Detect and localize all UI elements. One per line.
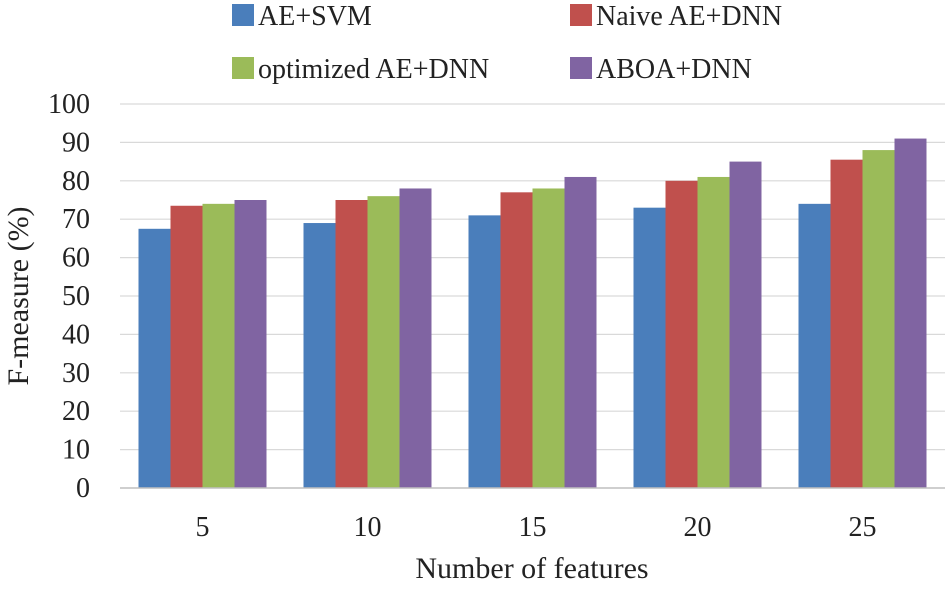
x-tick-label-25: 25	[849, 512, 877, 543]
bar-aboa-dnn-15	[564, 176, 597, 488]
legend-label-ae-svm: AE+SVM	[258, 1, 372, 32]
bar-aboa-dnn-20	[729, 161, 762, 488]
legend: AE+SVM Naive AE+DNN optimized AE+DNN ABOA+D…	[232, 1, 782, 85]
bar-naive-ae-dnn-5	[170, 205, 203, 488]
y-tick-label-30: 30	[62, 358, 90, 389]
bar-naive-ae-dnn-10	[335, 200, 368, 488]
y-tick-label-70: 70	[62, 204, 90, 235]
bar-naive-ae-dnn-15	[500, 192, 533, 488]
bar-ae-svm-10	[303, 223, 336, 489]
y-tick-label-60: 60	[62, 243, 90, 274]
x-tick-label-15: 15	[519, 512, 547, 543]
bar-aboa-dnn-5	[234, 200, 267, 488]
bar-naive-ae-dnn-25	[830, 159, 863, 488]
y-tick-label-50: 50	[62, 281, 90, 312]
bar-aboa-dnn-25	[894, 138, 927, 488]
bar-optimized-ae-dnn-20	[697, 176, 730, 488]
bar-naive-ae-dnn-20	[665, 180, 698, 489]
legend-label-optimized-ae-dnn: optimized AE+DNN	[258, 54, 489, 85]
bars	[138, 138, 927, 489]
y-tick-label-40: 40	[62, 319, 90, 350]
y-tick-label-80: 80	[62, 166, 90, 197]
bar-ae-svm-20	[633, 207, 666, 488]
legend-swatch-naive-ae-dnn	[570, 4, 592, 26]
bar-optimized-ae-dnn-15	[532, 188, 565, 489]
bar-ae-svm-5	[138, 228, 171, 489]
x-axis-title: Number of features	[415, 552, 648, 585]
y-axis-title: F-measure (%)	[2, 206, 35, 385]
legend-label-naive-ae-dnn: Naive AE+DNN	[596, 1, 782, 32]
bar-optimized-ae-dnn-25	[862, 150, 895, 488]
bar-aboa-dnn-10	[399, 188, 432, 489]
bar-optimized-ae-dnn-10	[367, 196, 400, 488]
legend-swatch-optimized-ae-dnn	[232, 57, 254, 79]
y-tick-label-10: 10	[62, 435, 90, 466]
legend-swatch-aboa-dnn	[570, 57, 592, 79]
y-tick-label-90: 90	[62, 127, 90, 158]
y-tick-label-0: 0	[76, 473, 90, 504]
y-tick-label-20: 20	[62, 396, 90, 427]
legend-swatch-ae-svm	[232, 4, 254, 26]
axes: 0 10 20 30 40 50 60 70 80 90 100 5 10 15 20 25	[48, 89, 945, 543]
x-tick-label-5: 5	[196, 512, 210, 543]
y-tick-label-100: 100	[48, 89, 90, 120]
x-tick-label-10: 10	[354, 512, 382, 543]
bar-ae-svm-15	[468, 215, 501, 489]
bar-optimized-ae-dnn-5	[202, 203, 235, 488]
bar-ae-svm-25	[798, 203, 831, 488]
x-tick-label-20: 20	[684, 512, 712, 543]
legend-label-aboa-dnn: ABOA+DNN	[596, 54, 752, 85]
